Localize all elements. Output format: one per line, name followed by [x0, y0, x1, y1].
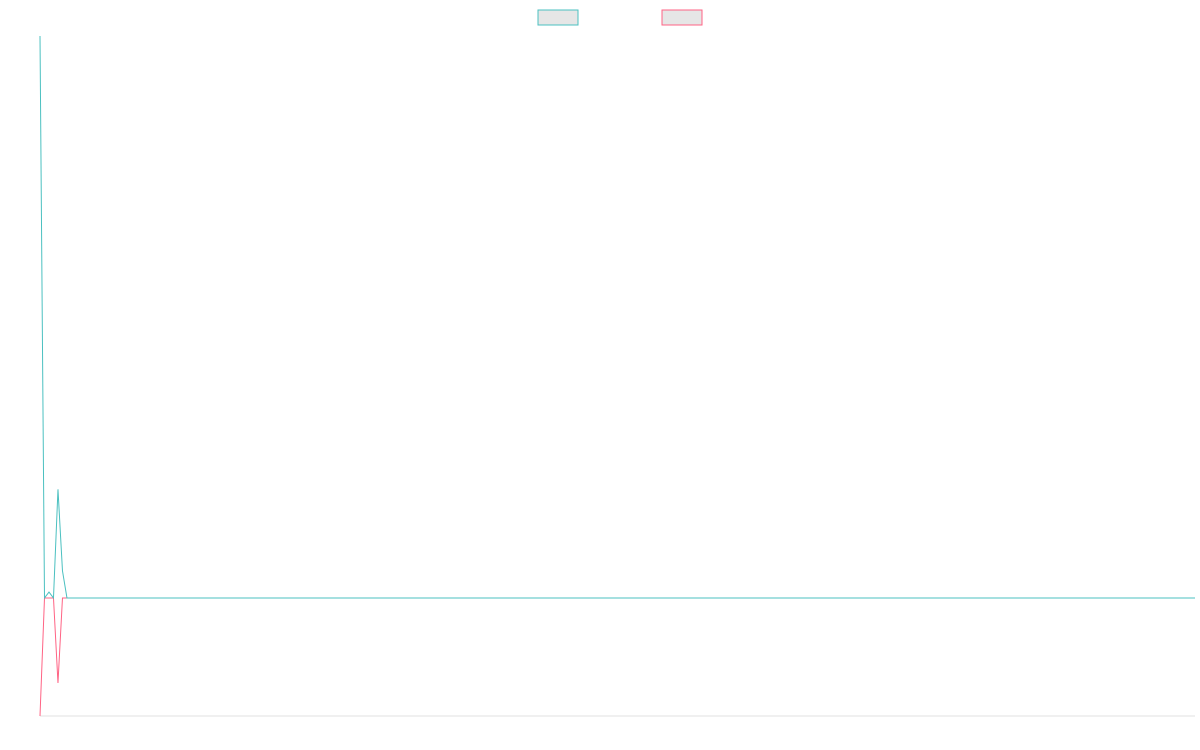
legend-swatch — [661, 9, 703, 26]
line-series — [39, 597, 1195, 717]
legend-swatch — [537, 9, 579, 26]
line-series — [39, 35, 1195, 600]
